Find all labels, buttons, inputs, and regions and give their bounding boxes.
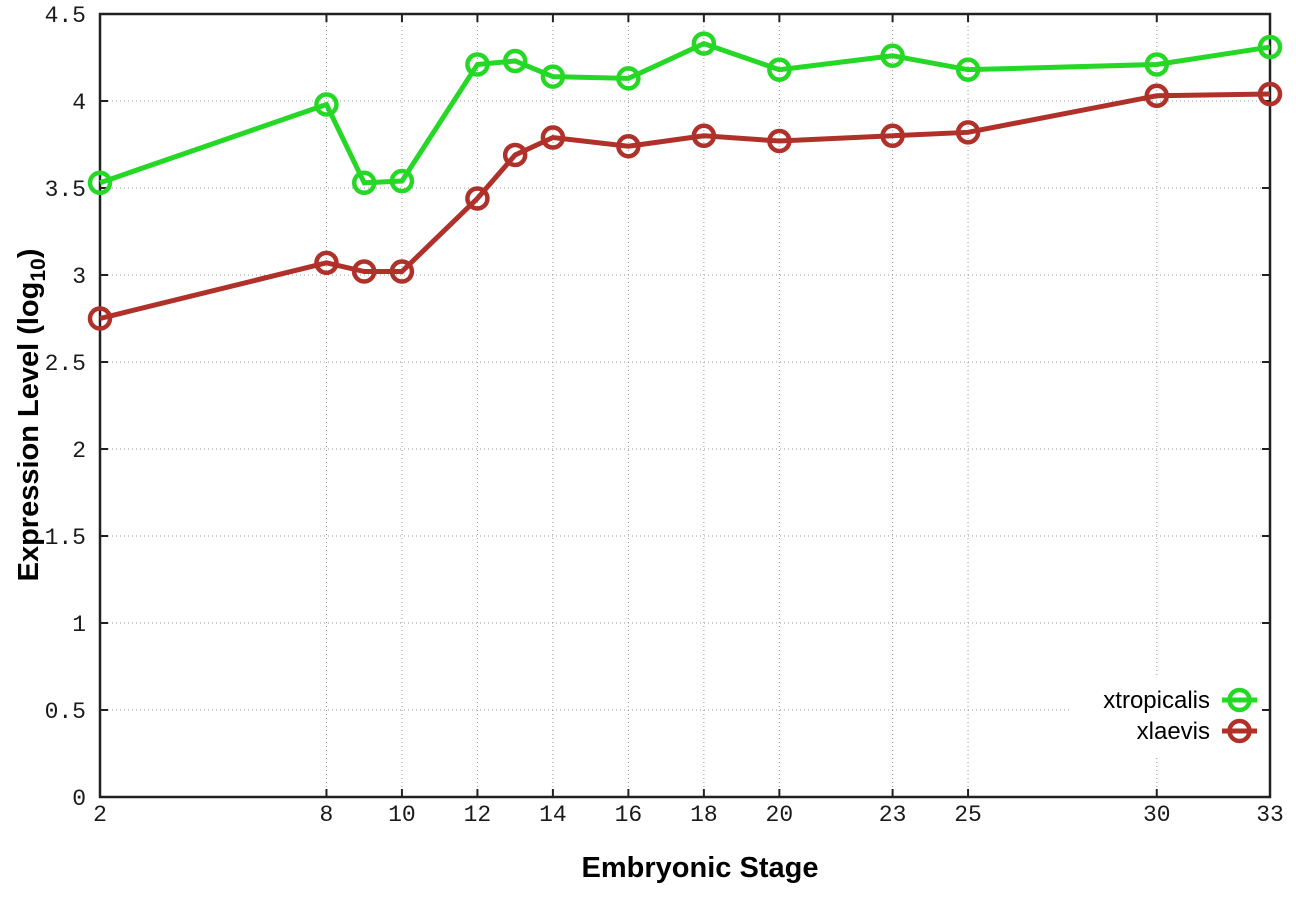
data-point-xtropicalis <box>1257 34 1283 60</box>
data-point-xlaevis <box>616 133 641 159</box>
x-tick-label: 8 <box>320 802 334 828</box>
series-xlaevis <box>87 81 1283 331</box>
y-tick-label: 3 <box>72 264 86 290</box>
data-point-xtropicalis <box>540 64 566 89</box>
plot-border <box>98 12 1272 799</box>
x-tick-label: 10 <box>388 802 416 828</box>
series-xtropicalis <box>87 31 1283 196</box>
y-tick-label: 3.5 <box>45 177 86 203</box>
y-tick-label: 4 <box>72 90 86 116</box>
series-line-xlaevis <box>99 91 1271 321</box>
y-axis-title-subscript: 10 <box>27 258 50 281</box>
data-point-xlaevis <box>1144 83 1170 109</box>
y-axis-title-prefix: Expression Level (log <box>13 282 45 582</box>
data-point-xlaevis <box>1257 81 1283 107</box>
y-tick-label: 2 <box>72 438 86 464</box>
data-point-xtropicalis <box>880 43 905 69</box>
legend-sample-marker-xlaevis <box>1227 718 1252 744</box>
x-tick-label: 25 <box>954 802 982 828</box>
y-tick-label: 1 <box>72 612 86 638</box>
data-point-xlaevis <box>880 123 905 149</box>
x-tick-label: 12 <box>464 802 492 828</box>
x-tick-labels: 2 8 10 12 14 16 18 20 23 25 30 33 <box>93 802 1284 828</box>
y-tick-label: 1.5 <box>45 525 86 551</box>
legend-label-xlaevis: xlaevis <box>1137 718 1210 745</box>
data-point-xtropicalis <box>691 31 717 56</box>
x-axis-title: Embryonic Stage <box>582 852 819 884</box>
y-tick-labels: 0 0.5 1 1.5 2 2.5 3 3.5 4 4.5 <box>45 3 86 812</box>
data-point-xtropicalis <box>767 57 792 82</box>
data-point-xlaevis <box>955 120 981 145</box>
data-point-xtropicalis <box>351 170 377 196</box>
data-point-xlaevis <box>465 186 490 211</box>
y-axis-title: Expression Level (log10) <box>13 249 50 582</box>
data-point-xlaevis <box>502 142 528 168</box>
data-point-xlaevis <box>691 123 717 149</box>
data-point-xlaevis <box>87 306 113 331</box>
series-line-xtropicalis <box>99 40 1271 186</box>
legend: xtropicalis xlaevis <box>1103 687 1257 745</box>
x-tick-label: 18 <box>690 802 718 828</box>
data-point-xtropicalis <box>389 168 415 194</box>
data-point-xlaevis <box>767 128 792 154</box>
y-tick-label: 2.5 <box>45 351 86 377</box>
legend-sample-marker-xtropicalis <box>1227 687 1252 713</box>
x-tick-label: 20 <box>766 802 794 828</box>
data-point-xlaevis <box>540 125 566 150</box>
data-point-xtropicalis <box>955 57 981 82</box>
x-tick-label: 30 <box>1143 802 1171 828</box>
x-tick-label: 33 <box>1256 802 1284 828</box>
x-tick-label: 23 <box>879 802 907 828</box>
data-point-xlaevis <box>351 259 377 284</box>
data-point-xtropicalis <box>616 66 641 91</box>
x-tick-label: 16 <box>615 802 643 828</box>
plot-layers: 2 8 10 12 14 16 18 20 23 25 30 33 0 0.5 1 1.5 2 2.5 3 3.5 4 4… <box>45 3 1284 828</box>
y-tick-label: 0 <box>72 786 86 812</box>
data-point-xtropicalis <box>87 170 113 196</box>
data-point-xtropicalis <box>314 92 339 117</box>
data-point-xlaevis <box>389 259 415 284</box>
data-point-xtropicalis <box>1144 52 1170 77</box>
legend-label-xtropicalis: xtropicalis <box>1103 687 1210 714</box>
data-point-xtropicalis <box>502 48 528 74</box>
data-point-xlaevis <box>314 250 339 276</box>
y-tick-label: 4.5 <box>45 3 86 29</box>
x-tick-label: 2 <box>93 802 107 828</box>
y-tick-label: 0.5 <box>45 699 86 725</box>
y-axis-title-suffix: ) <box>13 249 45 259</box>
x-tick-label: 14 <box>539 802 567 828</box>
data-point-xtropicalis <box>465 52 490 77</box>
